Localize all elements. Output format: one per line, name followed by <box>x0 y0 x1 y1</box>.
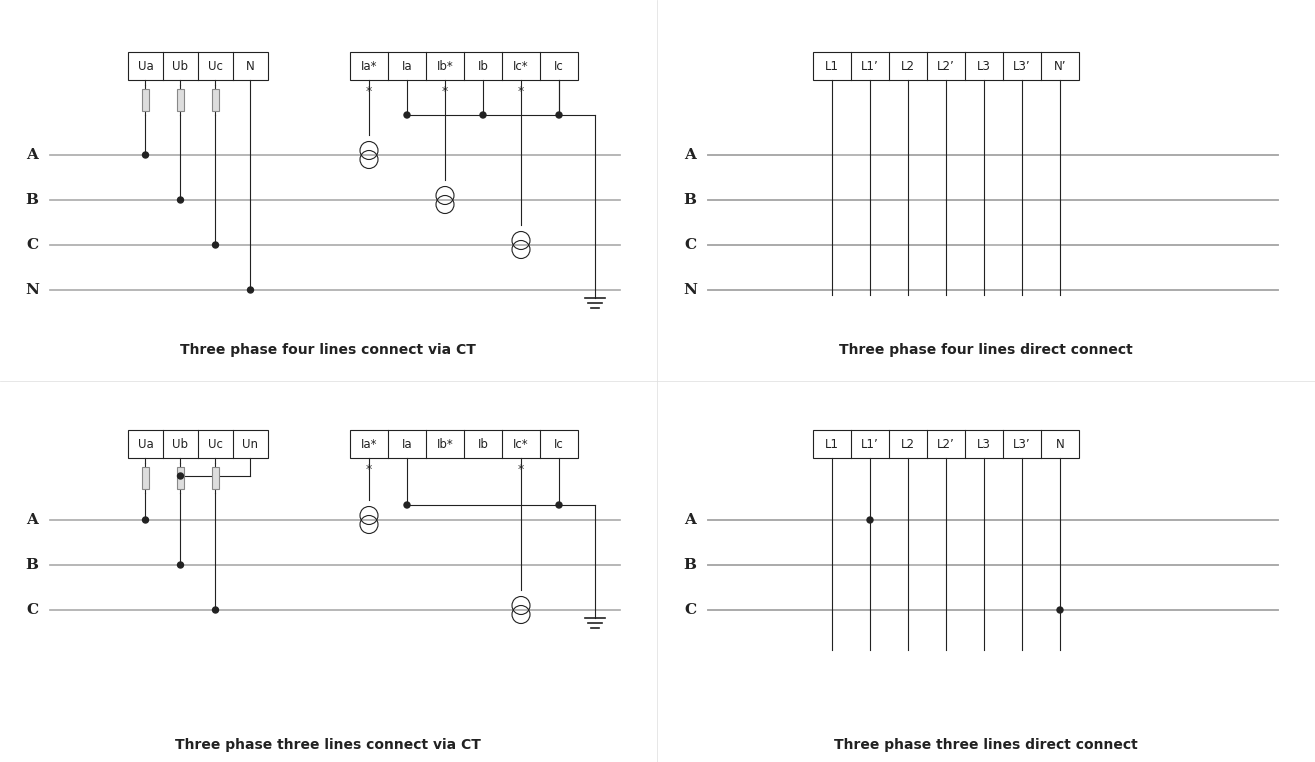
Circle shape <box>178 562 184 568</box>
Bar <box>212 88 220 111</box>
Bar <box>128 430 268 458</box>
Text: Un: Un <box>242 437 259 450</box>
Circle shape <box>247 287 254 293</box>
Text: B: B <box>25 193 38 207</box>
Text: Ub: Ub <box>172 59 188 72</box>
Text: B: B <box>684 193 697 207</box>
Text: L2: L2 <box>901 59 915 72</box>
Text: L1: L1 <box>825 59 839 72</box>
Circle shape <box>556 502 562 508</box>
Text: Uc: Uc <box>208 437 224 450</box>
Text: L2’: L2’ <box>938 59 955 72</box>
Text: L3: L3 <box>977 59 992 72</box>
Text: L1’: L1’ <box>861 437 878 450</box>
Text: L1’: L1’ <box>861 59 878 72</box>
Text: Ia: Ia <box>401 437 413 450</box>
Text: L3: L3 <box>977 437 992 450</box>
Text: L2: L2 <box>901 437 915 450</box>
Text: *: * <box>518 85 525 98</box>
Text: Three phase four lines direct connect: Three phase four lines direct connect <box>839 343 1134 357</box>
Circle shape <box>142 152 149 158</box>
Bar <box>178 88 184 111</box>
Text: Ia*: Ia* <box>360 59 377 72</box>
Text: *: * <box>366 85 372 98</box>
Circle shape <box>867 517 873 523</box>
Text: A: A <box>26 148 38 162</box>
Circle shape <box>178 197 184 203</box>
Text: *: * <box>518 463 525 476</box>
Text: Ic*: Ic* <box>513 59 529 72</box>
Text: N: N <box>1056 437 1064 450</box>
Text: Ic: Ic <box>554 437 564 450</box>
Text: N: N <box>246 59 255 72</box>
Circle shape <box>1057 607 1063 613</box>
Bar <box>178 466 184 489</box>
Circle shape <box>404 502 410 508</box>
Text: Ua: Ua <box>138 59 154 72</box>
Text: Ua: Ua <box>138 437 154 450</box>
Text: Ic*: Ic* <box>513 437 529 450</box>
Circle shape <box>142 517 149 523</box>
Text: B: B <box>25 558 38 572</box>
Circle shape <box>213 242 218 248</box>
Text: Ic: Ic <box>554 59 564 72</box>
Text: N: N <box>25 283 39 297</box>
Text: Ub: Ub <box>172 437 188 450</box>
Text: L1: L1 <box>825 437 839 450</box>
Bar <box>142 466 149 489</box>
Text: C: C <box>26 603 38 617</box>
Text: C: C <box>684 603 696 617</box>
Text: Ia: Ia <box>401 59 413 72</box>
Text: C: C <box>26 238 38 252</box>
Circle shape <box>404 112 410 118</box>
Circle shape <box>178 473 184 479</box>
Text: N: N <box>682 283 697 297</box>
Text: L3’: L3’ <box>1013 437 1031 450</box>
Text: N’: N’ <box>1053 59 1066 72</box>
Text: B: B <box>684 558 697 572</box>
Text: Three phase four lines connect via CT: Three phase four lines connect via CT <box>180 343 476 357</box>
Text: Ia*: Ia* <box>360 437 377 450</box>
Circle shape <box>213 607 218 613</box>
Text: *: * <box>366 463 372 476</box>
Text: A: A <box>684 513 696 527</box>
Text: L3’: L3’ <box>1013 59 1031 72</box>
Bar <box>212 466 220 489</box>
Text: Uc: Uc <box>208 59 224 72</box>
Text: A: A <box>684 148 696 162</box>
Circle shape <box>556 112 562 118</box>
Bar <box>128 52 268 80</box>
Text: Three phase three lines connect via CT: Three phase three lines connect via CT <box>175 738 481 752</box>
Text: Ib: Ib <box>477 59 488 72</box>
Text: L2’: L2’ <box>938 437 955 450</box>
Text: *: * <box>442 85 448 98</box>
Text: Ib*: Ib* <box>437 437 454 450</box>
Bar <box>142 88 149 111</box>
Text: C: C <box>684 238 696 252</box>
Bar <box>350 430 579 458</box>
Bar <box>813 52 1080 80</box>
Text: Ib: Ib <box>477 437 488 450</box>
Text: Ib*: Ib* <box>437 59 454 72</box>
Bar <box>350 52 579 80</box>
Text: A: A <box>26 513 38 527</box>
Bar <box>813 430 1080 458</box>
Circle shape <box>480 112 487 118</box>
Text: Three phase three lines direct connect: Three phase three lines direct connect <box>834 738 1137 752</box>
